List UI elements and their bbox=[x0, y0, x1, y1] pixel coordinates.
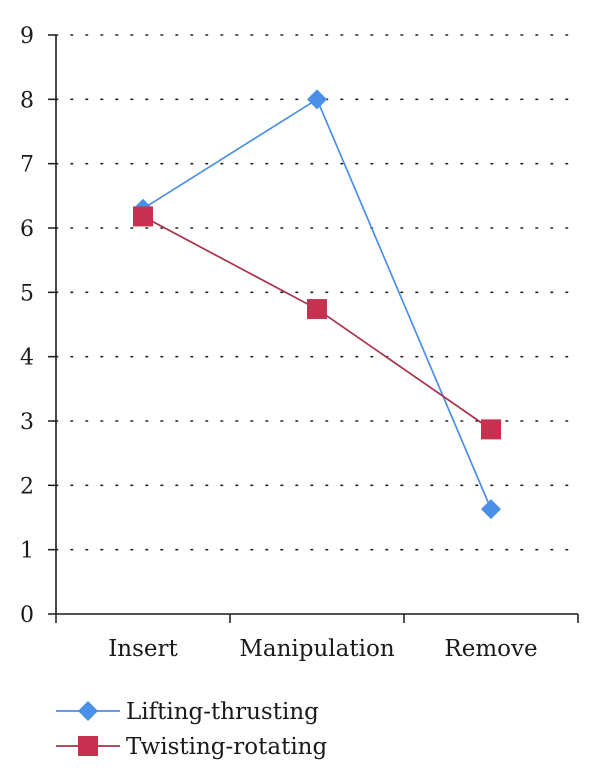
y-tick-label: 8 bbox=[20, 88, 34, 113]
y-tick-label: 2 bbox=[20, 474, 34, 499]
y-tick-label: 9 bbox=[20, 24, 34, 49]
square-point bbox=[481, 419, 501, 440]
x-category-label: Remove bbox=[444, 636, 537, 662]
square-point bbox=[307, 299, 327, 320]
legend-item: Twisting-rotating bbox=[56, 734, 327, 760]
y-tick-label: 6 bbox=[20, 217, 34, 242]
y-tick-label: 1 bbox=[20, 539, 34, 564]
legend-square-icon bbox=[78, 736, 98, 756]
series-markers bbox=[133, 89, 501, 520]
y-tick-labels: 0 1 2 3 4 5 6 7 8 9 bbox=[20, 24, 34, 628]
x-category-label: Insert bbox=[108, 636, 178, 662]
y-tick-label: 4 bbox=[20, 346, 34, 371]
series-line-1 bbox=[142, 215, 492, 431]
axes bbox=[48, 34, 579, 623]
y-tick-label: 0 bbox=[20, 603, 34, 628]
legend-label: Lifting-thrusting bbox=[126, 699, 319, 725]
x-category-label: Manipulation bbox=[239, 636, 394, 662]
diamond-point bbox=[307, 89, 327, 110]
legend-item: Lifting-thrusting bbox=[56, 699, 319, 725]
legend-label: Twisting-rotating bbox=[126, 734, 327, 760]
diamond-point bbox=[481, 499, 501, 520]
legend: Lifting-thrusting Twisting-rotating bbox=[56, 699, 327, 760]
legend-diamond-icon bbox=[78, 701, 98, 721]
y-tick-label: 3 bbox=[20, 410, 34, 435]
x-category-labels: Insert Manipulation Remove bbox=[108, 636, 537, 662]
gridlines bbox=[55, 34, 579, 551]
y-tick-label: 5 bbox=[20, 281, 34, 306]
square-point bbox=[133, 206, 153, 227]
y-tick-label: 7 bbox=[20, 153, 34, 178]
